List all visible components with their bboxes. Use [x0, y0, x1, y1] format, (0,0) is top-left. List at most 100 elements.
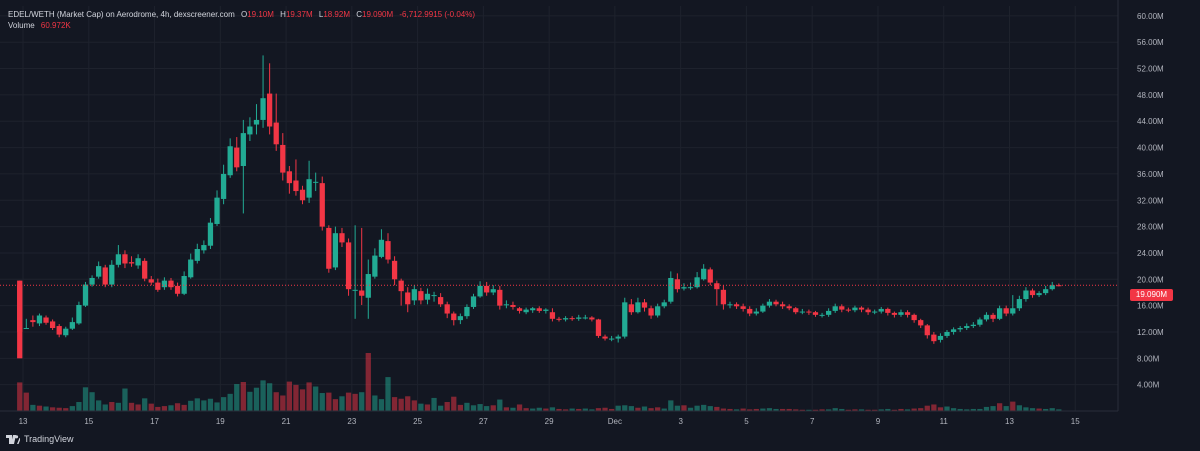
- candle-body: [352, 289, 358, 291]
- volume-bar: [582, 408, 588, 411]
- candle-body: [201, 245, 207, 251]
- y-tick-label: 4.00M: [1137, 381, 1160, 390]
- legend-price-row: EDEL/WETH (Market Cap) on Aerodrome, 4h,…: [8, 9, 475, 20]
- volume-bar: [418, 403, 424, 411]
- candle-body: [1049, 285, 1055, 290]
- volume-bar: [576, 408, 582, 411]
- volume-bar: [148, 403, 154, 411]
- candle-body: [826, 310, 832, 315]
- volume-bar: [115, 402, 122, 411]
- candle-body: [181, 276, 187, 294]
- candle-body: [904, 312, 911, 315]
- high-label: H: [280, 10, 286, 19]
- volume-bar: [530, 408, 536, 411]
- candle-body: [819, 314, 825, 316]
- volume-bar: [799, 409, 805, 411]
- candle-body: [595, 319, 602, 336]
- volume-bar: [161, 406, 168, 411]
- volume-bar: [911, 408, 917, 411]
- volume-bar: [470, 405, 477, 411]
- y-tick-label: 32.00M: [1137, 196, 1164, 205]
- volume-bar: [996, 403, 1003, 411]
- candle-body: [996, 308, 1003, 319]
- volume-bar: [424, 404, 431, 411]
- candle-body: [799, 311, 805, 313]
- candle-body: [878, 308, 884, 312]
- candle-body: [543, 309, 549, 311]
- candle-body: [957, 328, 963, 330]
- candle-body: [970, 324, 976, 327]
- candle-body: [865, 309, 871, 313]
- x-tick-label: 13: [1005, 417, 1014, 426]
- candle-body: [273, 122, 279, 145]
- candle-body: [503, 304, 510, 306]
- volume-bar: [786, 408, 792, 411]
- y-tick-label: 52.00M: [1137, 65, 1164, 74]
- candle-body: [924, 325, 930, 336]
- volume-bar: [89, 392, 95, 411]
- candle-body: [240, 133, 246, 167]
- time-axis[interactable]: 13 15 17 19 21 23 25 27 29 Dec 3 5 7 9 11 13 15: [0, 410, 1118, 426]
- volume-bar: [464, 402, 470, 411]
- candle-body: [359, 290, 365, 296]
- y-tick-label: 8.00M: [1137, 354, 1160, 363]
- volume-bar: [1029, 408, 1036, 411]
- volume-bar: [497, 399, 503, 411]
- candle-body: [1003, 308, 1009, 314]
- volume-bar: [681, 405, 687, 411]
- candle-body: [128, 262, 135, 264]
- volume-bar: [451, 396, 457, 411]
- tradingview-logo-icon: [6, 434, 20, 444]
- candle-body: [280, 144, 286, 173]
- volume-bar: [549, 407, 556, 411]
- candle-body: [82, 284, 89, 306]
- candle-body: [707, 269, 713, 283]
- candle-body: [227, 146, 233, 176]
- candle-body: [161, 280, 168, 288]
- candle-body: [23, 328, 29, 330]
- candle-body: [313, 181, 319, 183]
- candle-body: [17, 280, 23, 332]
- candle-body: [549, 312, 556, 319]
- volume-bar: [23, 392, 29, 411]
- volume-label: Volume: [8, 21, 35, 30]
- candle-body: [247, 126, 253, 135]
- volume-bar: [944, 406, 950, 411]
- volume-bar: [885, 408, 891, 411]
- candle-body: [622, 302, 628, 337]
- candle-body: [411, 289, 417, 301]
- volume-bar: [510, 407, 516, 411]
- volume-bar: [168, 405, 174, 411]
- candle-body: [556, 318, 562, 320]
- volume-bar: [694, 405, 700, 411]
- volume-bar: [267, 383, 273, 411]
- volume-bar: [779, 408, 786, 411]
- candle-body: [661, 302, 667, 307]
- volume-bar: [227, 393, 233, 411]
- volume-bar: [503, 407, 510, 411]
- price-candles: [17, 55, 1062, 359]
- price-axis[interactable]: 60.00M 56.00M 52.00M 48.00M 44.00M 40.00M 36.0…: [1117, 0, 1164, 411]
- candle-body: [779, 304, 786, 307]
- volume-bar: [648, 408, 654, 411]
- candle-body: [615, 336, 621, 339]
- x-tick-label: 29: [545, 417, 554, 426]
- candle-body: [1043, 289, 1049, 294]
- volume-bar: [701, 404, 707, 411]
- volume-bar: [898, 408, 904, 411]
- tradingview-brand[interactable]: TradingView: [6, 434, 74, 444]
- candle-body: [76, 304, 82, 324]
- candle-body: [326, 227, 332, 269]
- volume-bar: [904, 409, 911, 411]
- volume-bar: [845, 409, 851, 411]
- candle-body: [858, 307, 865, 310]
- volume-bar: [707, 406, 713, 411]
- candle-body: [484, 285, 490, 293]
- candle-body: [1016, 299, 1022, 309]
- candle-body: [1023, 290, 1029, 300]
- volume-bar: [714, 406, 720, 411]
- volume-bar: [30, 404, 36, 411]
- candle-body: [457, 316, 463, 321]
- candle-body: [983, 314, 990, 320]
